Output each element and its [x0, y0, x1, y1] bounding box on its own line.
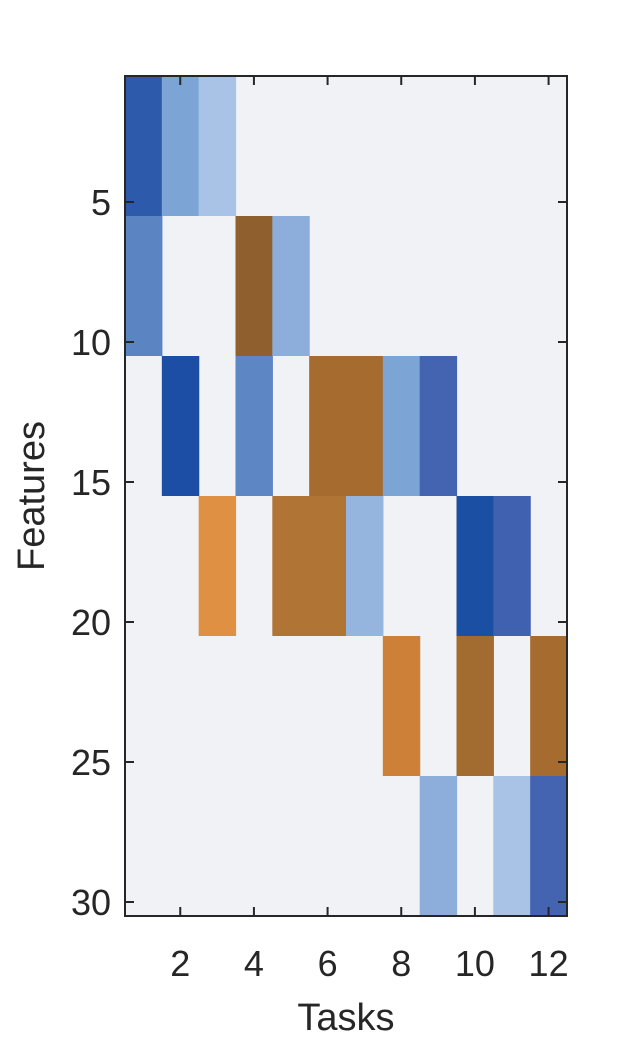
- heatmap-cell-1: [161, 76, 200, 216]
- heatmap-cell-0: [125, 76, 163, 216]
- heatmap-cell-14: [309, 496, 347, 636]
- y-tick-label-3: 20: [71, 602, 111, 643]
- y-axis-label: Features: [11, 421, 53, 571]
- heatmap-cell-20: [530, 636, 568, 776]
- x-tick-label-2: 6: [318, 943, 338, 984]
- heatmap-cell-23: [530, 776, 568, 916]
- heatmap-cell-18: [382, 636, 421, 776]
- y-tick-label-2: 15: [71, 462, 111, 503]
- heatmap-cell-15: [346, 496, 384, 636]
- x-tick-label-1: 4: [244, 943, 264, 984]
- heatmap-cell-13: [272, 496, 310, 636]
- heatmap-cell-21: [419, 776, 458, 916]
- y-tick-label-5: 30: [71, 882, 111, 923]
- y-tick-label-1: 10: [71, 322, 111, 363]
- y-tick-label-0: 5: [91, 182, 111, 223]
- plot-frame: [124, 75, 568, 917]
- x-tick-label-3: 8: [391, 943, 411, 984]
- y-tick-label-4: 25: [71, 742, 111, 783]
- heatmap-cell-7: [235, 356, 273, 496]
- heatmap-cell-5: [272, 216, 310, 356]
- heatmap-cell-19: [456, 636, 494, 776]
- heatmap-cell-10: [382, 356, 421, 496]
- heatmap-cell-3: [125, 216, 163, 356]
- heatmap-cell-6: [161, 356, 200, 496]
- x-axis-label: Tasks: [297, 997, 394, 1039]
- x-tick-label-0: 2: [170, 943, 190, 984]
- heatmap-cell-2: [198, 76, 237, 216]
- heatmap-cell-22: [493, 776, 531, 916]
- heatmap-cells: [125, 76, 568, 916]
- heatmap-cell-17: [493, 496, 531, 636]
- heatmap-cell-8: [309, 356, 347, 496]
- axis-ticks: [125, 76, 567, 916]
- heatmap-cell-9: [346, 356, 384, 496]
- heatmap-cell-12: [198, 496, 237, 636]
- heatmap-cell-4: [235, 216, 273, 356]
- axis-tick-labels: 2 4 6 8 10 12 5 10 15 20 25 30: [71, 182, 569, 984]
- heatmap-cell-16: [456, 496, 494, 636]
- heatmap-cell-11: [419, 356, 458, 496]
- x-tick-label-4: 10: [455, 943, 495, 984]
- x-tick-label-5: 12: [529, 943, 569, 984]
